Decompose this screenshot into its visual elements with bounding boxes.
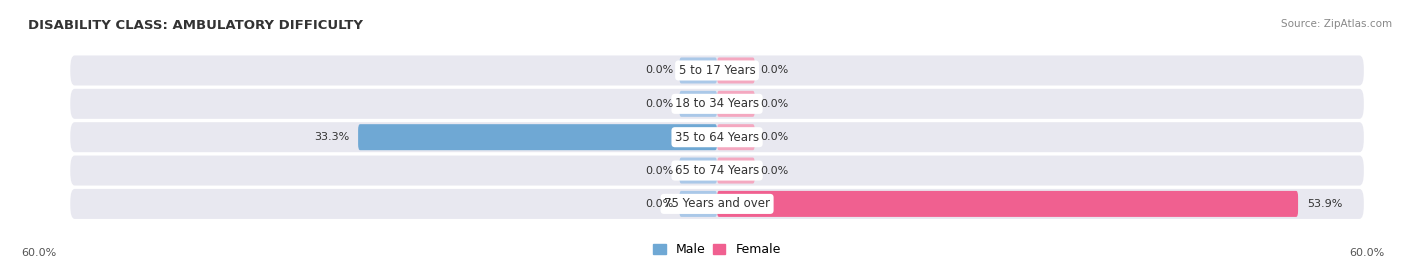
Text: 0.0%: 0.0% <box>645 65 673 76</box>
FancyBboxPatch shape <box>70 89 1364 119</box>
FancyBboxPatch shape <box>70 189 1364 219</box>
Text: 18 to 34 Years: 18 to 34 Years <box>675 97 759 110</box>
Text: 5 to 17 Years: 5 to 17 Years <box>679 64 755 77</box>
Text: 0.0%: 0.0% <box>645 165 673 176</box>
Text: 53.9%: 53.9% <box>1306 199 1343 209</box>
FancyBboxPatch shape <box>717 191 1298 217</box>
FancyBboxPatch shape <box>717 158 755 183</box>
Text: 0.0%: 0.0% <box>645 99 673 109</box>
Text: 60.0%: 60.0% <box>1350 248 1385 258</box>
Text: 35 to 64 Years: 35 to 64 Years <box>675 131 759 144</box>
Text: 75 Years and over: 75 Years and over <box>664 197 770 210</box>
FancyBboxPatch shape <box>70 55 1364 86</box>
FancyBboxPatch shape <box>679 58 717 83</box>
Text: 65 to 74 Years: 65 to 74 Years <box>675 164 759 177</box>
Text: 0.0%: 0.0% <box>761 165 789 176</box>
Text: DISABILITY CLASS: AMBULATORY DIFFICULTY: DISABILITY CLASS: AMBULATORY DIFFICULTY <box>28 19 363 32</box>
FancyBboxPatch shape <box>70 155 1364 186</box>
FancyBboxPatch shape <box>359 124 717 150</box>
Text: 0.0%: 0.0% <box>761 65 789 76</box>
Text: 60.0%: 60.0% <box>21 248 56 258</box>
FancyBboxPatch shape <box>717 91 755 117</box>
FancyBboxPatch shape <box>70 122 1364 152</box>
FancyBboxPatch shape <box>679 91 717 117</box>
Text: 0.0%: 0.0% <box>761 99 789 109</box>
Text: Source: ZipAtlas.com: Source: ZipAtlas.com <box>1281 19 1392 29</box>
FancyBboxPatch shape <box>717 58 755 83</box>
FancyBboxPatch shape <box>679 158 717 183</box>
FancyBboxPatch shape <box>717 124 755 150</box>
Text: 0.0%: 0.0% <box>645 199 673 209</box>
Text: 0.0%: 0.0% <box>761 132 789 142</box>
Legend: Male, Female: Male, Female <box>648 238 786 261</box>
Text: 33.3%: 33.3% <box>314 132 350 142</box>
FancyBboxPatch shape <box>679 191 717 217</box>
